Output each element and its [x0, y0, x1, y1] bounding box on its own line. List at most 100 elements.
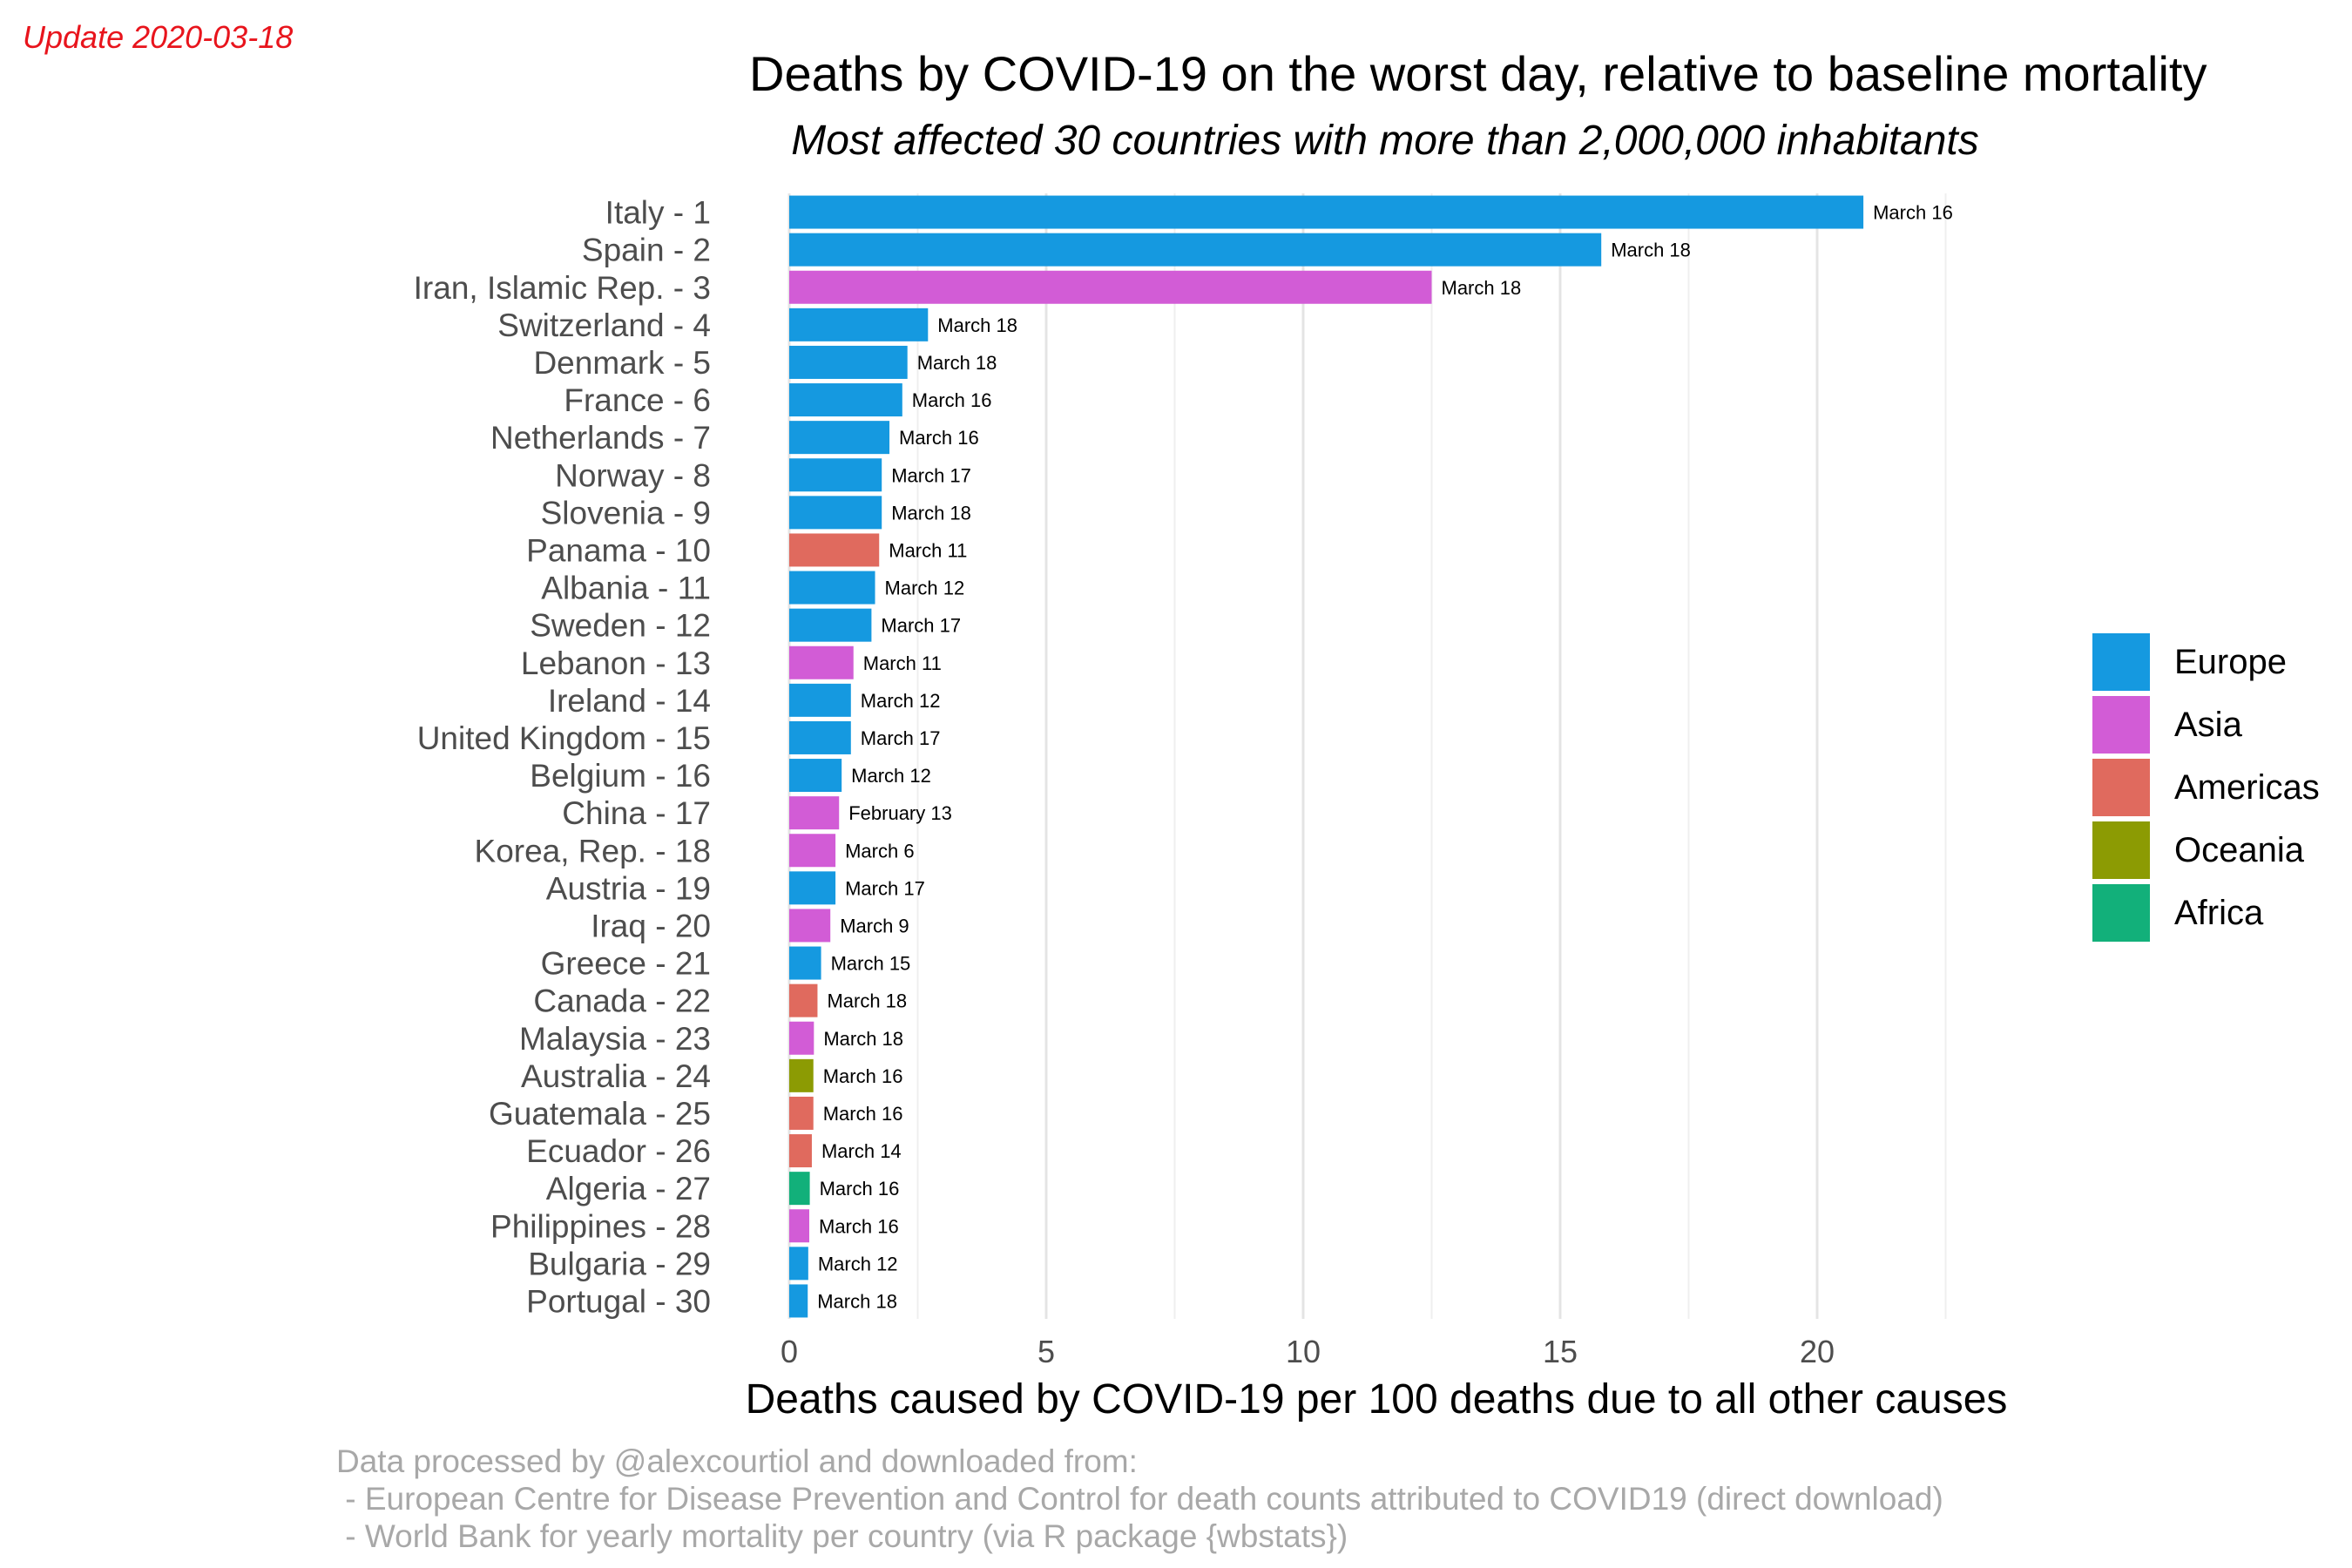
date-label: March 11: [889, 539, 967, 561]
bar: [789, 983, 818, 1017]
country-label: Portugal - 30: [526, 1283, 711, 1319]
date-label: March 14: [821, 1140, 902, 1162]
date-label: March 16: [820, 1178, 900, 1200]
legend-item-africa: Africa: [2092, 882, 2320, 944]
country-label: United Kingdom - 15: [417, 720, 711, 756]
caption-line: - European Centre for Disease Prevention…: [336, 1481, 1943, 1517]
bar: [789, 1096, 814, 1130]
country-label: Greece - 21: [541, 946, 711, 982]
chart-subtitle: Most affected 30 countries with more tha…: [791, 118, 1979, 164]
date-label: March 18: [1442, 277, 1522, 299]
bar: [789, 571, 875, 605]
x-tick-label: 10: [1286, 1334, 1321, 1369]
bar: [789, 1021, 814, 1055]
date-label: March 18: [891, 502, 971, 524]
legend-swatch-europe: [2092, 633, 2150, 691]
country-label: France - 6: [564, 382, 711, 418]
bar: [789, 796, 840, 830]
bar: [789, 1058, 814, 1092]
legend-swatch-africa: [2092, 884, 2150, 942]
bar: [789, 1209, 810, 1243]
date-label: March 12: [885, 578, 965, 599]
date-label: March 16: [823, 1103, 903, 1125]
legend-swatch-oceania: [2092, 821, 2150, 879]
date-label: March 12: [818, 1253, 898, 1274]
legend-label-africa: Africa: [2174, 893, 2264, 932]
date-label: March 18: [917, 352, 997, 374]
legend-item-asia: Asia: [2092, 693, 2320, 756]
country-label: Iraq - 20: [591, 908, 711, 943]
legend: Europe Asia Americas Oceania Africa: [2092, 631, 2320, 944]
legend-item-europe: Europe: [2092, 631, 2320, 693]
country-label: Albania - 11: [541, 571, 711, 606]
x-axis-title: Deaths caused by COVID-19 per 100 deaths…: [746, 1376, 2008, 1423]
bar: [789, 308, 929, 341]
date-label: March 12: [861, 690, 941, 712]
legend-label-asia: Asia: [2174, 705, 2242, 744]
date-label: March 16: [1873, 202, 1953, 224]
date-label: March 18: [937, 314, 1017, 336]
x-tick-label: 15: [1543, 1334, 1578, 1369]
bar: [789, 270, 1432, 304]
country-label: Panama - 10: [526, 532, 711, 568]
legend-item-oceania: Oceania: [2092, 819, 2320, 882]
bar: [789, 720, 851, 754]
country-label: Denmark - 5: [533, 345, 711, 381]
date-label: March 18: [827, 990, 907, 1012]
date-label: March 16: [912, 389, 992, 411]
date-label: March 17: [861, 727, 941, 749]
country-label: Italy - 1: [605, 195, 711, 231]
caption-line: Data processed by @alexcourtiol and down…: [336, 1443, 1138, 1479]
date-label: March 6: [845, 840, 914, 862]
bar: [789, 1247, 808, 1281]
country-label: Canada - 22: [533, 983, 711, 1019]
x-axis-ticks: 0 5 10 15 20: [781, 1334, 1835, 1369]
country-label: Iran, Islamic Rep. - 3: [414, 270, 711, 306]
legend-swatch-asia: [2092, 696, 2150, 754]
country-label: Algeria - 27: [546, 1171, 711, 1206]
bar: [789, 1172, 810, 1206]
date-label: March 15: [831, 953, 911, 975]
x-tick-label: 0: [781, 1334, 798, 1369]
country-label: Australia - 24: [521, 1058, 711, 1094]
bar: [789, 496, 882, 530]
country-label: China - 17: [562, 795, 711, 831]
x-tick-label: 5: [1037, 1334, 1055, 1369]
country-label: Austria - 19: [546, 870, 711, 906]
bar: [789, 645, 854, 679]
country-label: Switzerland - 4: [497, 308, 711, 343]
bars: [789, 195, 1864, 1318]
legend-label-americas: Americas: [2174, 767, 2320, 807]
date-label: March 16: [819, 1215, 899, 1237]
bar: [789, 946, 821, 980]
bar: [789, 608, 872, 642]
bar: [789, 383, 902, 417]
country-label: Malaysia - 23: [519, 1021, 711, 1057]
date-label: March 17: [891, 464, 971, 486]
date-label: March 16: [823, 1065, 903, 1087]
country-label: Ireland - 14: [548, 683, 711, 719]
date-label: March 17: [881, 615, 961, 637]
bar: [789, 909, 831, 943]
date-label: March 18: [1611, 240, 1691, 261]
country-label: Slovenia - 9: [541, 495, 711, 531]
bar: [789, 1134, 812, 1168]
update-note: Update 2020-03-18: [23, 19, 294, 55]
date-label: March 18: [817, 1290, 897, 1312]
bar: [789, 759, 842, 793]
date-label: March 16: [899, 427, 979, 449]
country-label: Netherlands - 7: [490, 420, 711, 456]
country-label: Philippines - 28: [490, 1208, 711, 1244]
legend-label-oceania: Oceania: [2174, 830, 2304, 869]
country-label: Norway - 8: [555, 457, 711, 493]
date-label: March 9: [840, 915, 909, 936]
date-label: February 13: [848, 802, 952, 824]
bar: [789, 345, 908, 379]
x-tick-label: 20: [1800, 1334, 1835, 1369]
country-label: Spain - 2: [582, 233, 711, 268]
country-label: Ecuador - 26: [526, 1133, 711, 1169]
date-label: March 11: [863, 652, 942, 674]
bar: [789, 1284, 808, 1318]
